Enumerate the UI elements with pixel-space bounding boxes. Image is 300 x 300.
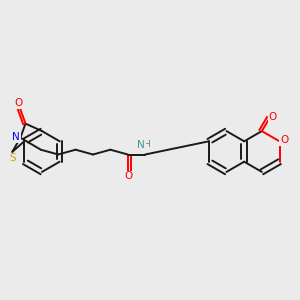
Text: O: O bbox=[269, 112, 277, 122]
Text: S: S bbox=[9, 153, 16, 164]
Text: O: O bbox=[280, 135, 288, 145]
Text: N: N bbox=[12, 132, 20, 142]
Text: O: O bbox=[14, 98, 23, 108]
Text: O: O bbox=[124, 171, 132, 182]
Text: N: N bbox=[137, 140, 145, 150]
Text: H: H bbox=[143, 140, 149, 149]
